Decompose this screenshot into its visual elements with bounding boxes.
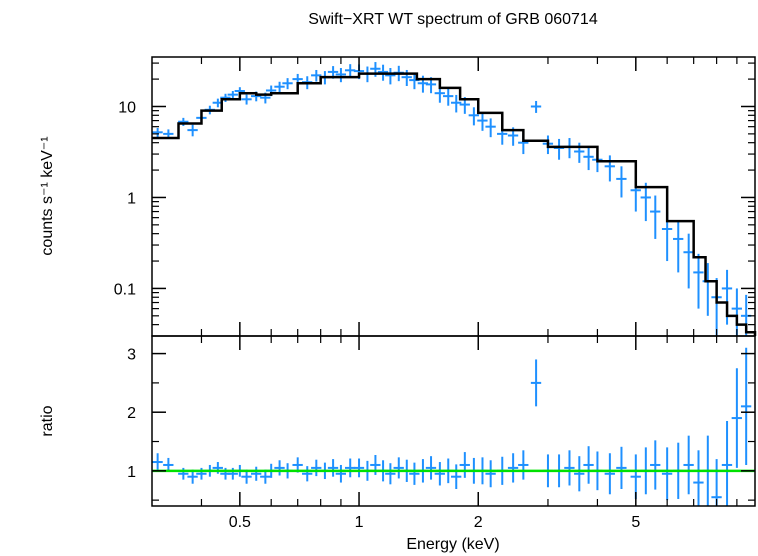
spectrum-data-point	[564, 138, 575, 159]
spectrum-y-tick-label: 0.1	[114, 281, 136, 298]
spectrum-y-ticks: 0.1 1 10	[114, 62, 755, 326]
ratio-data-point	[485, 460, 496, 488]
spectrum-data-point	[673, 221, 684, 273]
ratio-data-point	[616, 446, 627, 489]
ratio-data-point	[302, 466, 313, 482]
spectrum-data-point	[616, 166, 627, 198]
ratio-data-point	[393, 457, 404, 479]
ratio-data-point	[693, 450, 704, 506]
ratio-data-point	[574, 456, 585, 492]
ratio-data-point	[425, 456, 437, 480]
ratio-data-point	[683, 435, 694, 495]
ratio-data-point	[274, 460, 285, 476]
ratio-data-point	[583, 446, 594, 484]
spectrum-data-point	[311, 69, 322, 82]
spectrum-data-point	[241, 94, 252, 105]
x-axis-label: Energy (keV)	[406, 536, 499, 553]
spectrum-data-point	[274, 81, 285, 93]
ratio-data-point	[731, 368, 742, 468]
spectrum-data-point	[731, 288, 742, 336]
ratio-y-tick-label: 1	[127, 464, 136, 481]
ratio-data-point	[507, 453, 519, 483]
ratio-data-point	[335, 464, 347, 483]
ratio-plot-layer	[152, 347, 755, 506]
ratio-data-point	[311, 459, 322, 477]
ratio-data-point	[518, 450, 529, 480]
spectrum-data-point	[451, 94, 462, 113]
chart-title: Swift−XRT WT spectrum of GRB 060714	[308, 11, 598, 28]
ratio-data-point	[721, 421, 733, 506]
x-tick-label: 5	[631, 514, 640, 531]
spectrum-y-tick-label: 10	[118, 99, 136, 116]
spectrum-data-point	[468, 107, 479, 126]
ratio-data-point	[711, 459, 722, 506]
spectrum-data-point	[640, 182, 651, 222]
spectrum-data-point	[282, 78, 293, 90]
spectrum-data-point	[187, 124, 198, 137]
spectrum-data-point	[553, 138, 565, 160]
ratio-panel: 1 2 3 ratio	[39, 335, 756, 507]
spectrum-plot-layer	[152, 62, 757, 336]
spectrum-data-point	[604, 155, 615, 182]
ratio-data-point	[740, 347, 752, 465]
ratio-data-point	[385, 463, 396, 485]
spectrum-data-point	[335, 67, 347, 83]
x-tick-label: 0.5	[229, 514, 251, 531]
ratio-data-point	[604, 453, 615, 495]
ratio-data-point	[661, 447, 673, 501]
ratio-data-point	[650, 440, 661, 490]
spectrum-data-point	[477, 112, 488, 131]
ratio-data-point	[459, 452, 470, 478]
spectrum-y-tick-label: 1	[127, 190, 136, 207]
ratio-y-tick-label: 3	[127, 347, 136, 364]
spectrum-data-point	[443, 88, 454, 106]
spectrum-data-point	[152, 128, 163, 138]
ratio-data-point	[434, 462, 445, 486]
spectrum-panel: 0.1 1 10 counts s⁻¹ keV⁻¹	[39, 56, 757, 337]
x-axis-ticks: 0.5 1 2 5	[200, 57, 738, 531]
ratio-data-point	[344, 458, 356, 478]
spectrum-data-point	[385, 67, 396, 85]
ratio-data-point	[409, 462, 420, 485]
x-tick-label: 2	[474, 514, 483, 531]
spectrum-data-point	[344, 64, 356, 78]
spectrum-data-point	[530, 100, 542, 113]
spectrum-model-line	[152, 72, 757, 336]
ratio-data-point	[564, 450, 575, 486]
ratio-y-axis-label: ratio	[39, 405, 56, 436]
x-tick-label: 1	[355, 514, 364, 531]
ratio-y-ticks: 1 2 3	[127, 347, 755, 501]
spectrum-data-point	[683, 233, 694, 289]
spectrum-data-point	[583, 146, 594, 171]
ratio-data-point	[327, 459, 339, 477]
spectrum-y-axis-label: counts s⁻¹ keV⁻¹	[39, 136, 56, 255]
ratio-panel-frame	[151, 335, 756, 507]
ratio-data-point	[451, 464, 462, 489]
spectrum-data-point	[650, 195, 661, 239]
ratio-data-point	[353, 458, 365, 478]
spectrum-data-point	[220, 93, 231, 103]
ratio-data-point	[152, 453, 163, 471]
ratio-data-point	[250, 466, 262, 481]
ratio-y-tick-label: 2	[127, 405, 136, 422]
ratio-data-point	[530, 359, 542, 407]
spectrum-data-point	[227, 91, 238, 99]
spectrum-data-point	[702, 263, 713, 316]
spectrum-data-point	[693, 253, 704, 309]
spectrum-data-point	[485, 118, 496, 138]
ratio-data-point	[630, 454, 641, 499]
